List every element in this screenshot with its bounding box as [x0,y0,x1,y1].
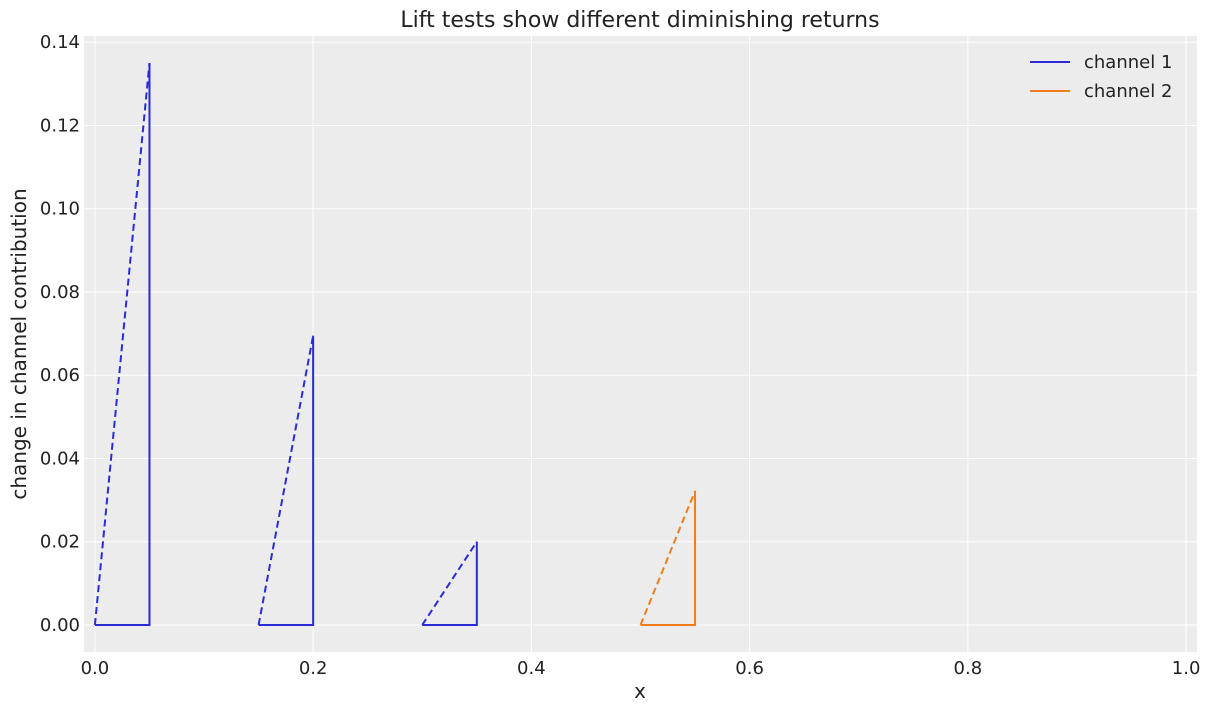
legend-label: channel 2 [1084,81,1172,102]
lift-test-slope-line [639,490,696,626]
y-tick-label: 0.06 [40,365,80,386]
y-tick-label: 0.14 [40,32,80,53]
lift-test-delta-line [94,63,151,626]
y-tick-label: 0.10 [40,199,80,220]
x-tick-label: 0.0 [81,658,110,679]
lift-test-delta-line [422,541,478,626]
data-marks [93,62,697,626]
x-axis-label: x [634,679,646,703]
y-axis-label: change in channel contribution [7,188,31,499]
lift-test-slope-line [257,335,315,626]
x-tick-label: 0.4 [517,658,546,679]
lift-test-slope-line [421,541,478,626]
y-tick-label: 0.12 [40,115,80,136]
grid [84,36,1197,652]
legend-label: channel 1 [1084,52,1172,73]
x-tick-labels: 0.0 0.2 0.4 0.6 0.8 1.0 [81,658,1201,679]
lift-test-slope-line [93,62,151,626]
y-tick-label: 0.02 [40,532,80,553]
x-tick-label: 0.2 [299,658,328,679]
y-tick-label: 0.00 [40,615,80,636]
y-tick-label: 0.08 [40,282,80,303]
chart-title: Lift tests show different diminishing re… [400,8,879,33]
lift-test-delta-line [258,335,315,626]
legend: channel 1 channel 2 [1030,52,1172,102]
x-tick-label: 1.0 [1172,658,1201,679]
lift-test-delta-line [640,490,697,626]
x-tick-label: 0.8 [954,658,983,679]
y-tick-labels: 0.00 0.02 0.04 0.06 0.08 0.10 0.12 0.14 [40,32,80,636]
plot-background [84,36,1197,652]
y-tick-label: 0.04 [40,448,80,469]
x-tick-label: 0.6 [735,658,764,679]
